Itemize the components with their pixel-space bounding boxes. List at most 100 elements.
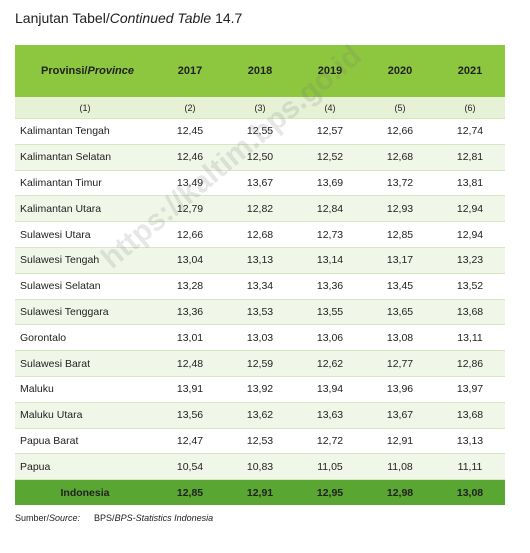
province-cell: Sulawesi Tenggara: [15, 299, 155, 326]
header-text: Provinsi/: [41, 65, 88, 77]
value-cell: 12,45: [155, 118, 225, 145]
value-cell: 10,83: [225, 453, 295, 481]
table-row: Sulawesi Barat 12,48 12,59 12,62 12,77 12,86: [15, 350, 505, 377]
value-cell: 13,06: [295, 324, 365, 352]
value-cell: 13,01: [155, 324, 225, 352]
source-text: BPS/: [94, 513, 115, 523]
province-cell: Sulawesi Utara: [15, 221, 155, 248]
header-cell: 2020: [365, 45, 435, 97]
value-cell: 12,94: [435, 221, 505, 248]
value-cell: 12,47: [155, 428, 225, 455]
province-cell: Papua Barat: [15, 428, 155, 455]
province-cell: Maluku: [15, 376, 155, 403]
header-cell: 2017: [155, 45, 225, 97]
province-cell: Papua: [15, 453, 155, 481]
data-table: Provinsi/Province 2017 2018 2019 2020 2021 (1)…: [15, 45, 505, 506]
numbering-cell: (2): [155, 97, 225, 119]
value-cell: 10,54: [155, 453, 225, 481]
province-cell: Sulawesi Selatan: [15, 273, 155, 300]
total-row: Indonesia 12,85 12,91 12,95 12,98 13,08: [15, 479, 505, 506]
value-cell: 12,77: [365, 350, 435, 377]
total-value: 12,98: [365, 479, 435, 506]
province-cell: Kalimantan Utara: [15, 195, 155, 223]
value-cell: 12,79: [155, 195, 225, 223]
value-cell: 13,68: [435, 402, 505, 429]
value-cell: 12,74: [435, 118, 505, 145]
numbering-cell: (6): [435, 97, 505, 119]
numbering-cell: (3): [225, 97, 295, 119]
value-cell: 13,03: [225, 324, 295, 352]
table-row: Kalimantan Utara 12,79 12,82 12,84 12,93 12,9…: [15, 195, 505, 223]
numbering-cell: (1): [15, 97, 155, 119]
province-cell: Sulawesi Tengah: [15, 247, 155, 274]
table-row: Sulawesi Tengah 13,04 13,13 13,14 13,17 13,23: [15, 247, 505, 274]
table-row: Kalimantan Timur 13,49 13,67 13,69 13,72 13,8…: [15, 170, 505, 197]
value-cell: 13,45: [365, 273, 435, 300]
value-cell: 12,50: [225, 144, 295, 171]
numbering-row: (1) (2) (3) (4) (5) (6): [15, 97, 505, 119]
province-cell: Sulawesi Barat: [15, 350, 155, 377]
value-cell: 12,72: [295, 428, 365, 455]
value-cell: 13,72: [365, 170, 435, 197]
table-row: Sulawesi Tenggara 13,36 13,53 13,55 13,65 13,…: [15, 299, 505, 326]
value-cell: 13,49: [155, 170, 225, 197]
source-text-italic: BPS-Statistics Indonesia: [114, 513, 214, 523]
header-row: Provinsi/Province 2017 2018 2019 2020 2021: [15, 45, 505, 97]
value-cell: 12,68: [225, 221, 295, 248]
header-cell: Provinsi/Province: [15, 45, 155, 97]
value-cell: 12,91: [365, 428, 435, 455]
value-cell: 12,48: [155, 350, 225, 377]
value-cell: 13,28: [155, 273, 225, 300]
value-cell: 13,36: [295, 273, 365, 300]
value-cell: 13,67: [365, 402, 435, 429]
table-row: Sulawesi Selatan 13,28 13,34 13,36 13,45 13,5…: [15, 273, 505, 300]
table-row: Sulawesi Utara 12,66 12,68 12,73 12,85 12,94: [15, 221, 505, 248]
value-cell: 13,91: [155, 376, 225, 403]
value-cell: 13,52: [435, 273, 505, 300]
table-row: Gorontalo 13,01 13,03 13,06 13,08 13,11: [15, 324, 505, 352]
value-cell: 13,13: [435, 428, 505, 455]
table-row: Kalimantan Selatan 12,46 12,50 12,52 12,68 12…: [15, 144, 505, 171]
value-cell: 12,66: [155, 221, 225, 248]
province-cell: Kalimantan Timur: [15, 170, 155, 197]
value-cell: 11,11: [435, 453, 505, 481]
value-cell: 13,53: [225, 299, 295, 326]
value-cell: 12,81: [435, 144, 505, 171]
value-cell: 12,57: [295, 118, 365, 145]
table-row: Papua Barat 12,47 12,53 12,72 12,91 13,13: [15, 428, 505, 455]
table-row: Kalimantan Tengah 12,45 12,55 12,57 12,66 12,…: [15, 118, 505, 145]
total-value: 13,08: [435, 479, 505, 506]
total-label: Indonesia: [15, 479, 155, 506]
source: Sumber/Source: BPS/BPS-Statistics Indones…: [15, 513, 213, 523]
value-cell: 13,62: [225, 402, 295, 429]
value-cell: 13,34: [225, 273, 295, 300]
value-cell: 13,14: [295, 247, 365, 274]
value-cell: 13,65: [365, 299, 435, 326]
value-cell: 13,94: [295, 376, 365, 403]
province-cell: Maluku Utara: [15, 402, 155, 429]
value-cell: 13,96: [365, 376, 435, 403]
total-value: 12,95: [295, 479, 365, 506]
title-italic: Continued Table: [109, 10, 212, 26]
value-cell: 13,81: [435, 170, 505, 197]
value-cell: 13,36: [155, 299, 225, 326]
value-cell: 13,68: [435, 299, 505, 326]
total-value: 12,85: [155, 479, 225, 506]
table-row: Papua 10,54 10,83 11,05 11,08 11,11: [15, 453, 505, 481]
value-cell: 13,63: [295, 402, 365, 429]
value-cell: 13,17: [365, 247, 435, 274]
value-cell: 12,59: [225, 350, 295, 377]
table-number: 14.7: [215, 10, 243, 26]
value-cell: 11,05: [295, 453, 365, 481]
value-cell: 12,46: [155, 144, 225, 171]
value-cell: 12,93: [365, 195, 435, 223]
header-cell: 2019: [295, 45, 365, 97]
source-label-italic: Source:: [49, 513, 81, 523]
value-cell: 12,82: [225, 195, 295, 223]
value-cell: 12,94: [435, 195, 505, 223]
province-cell: Kalimantan Selatan: [15, 144, 155, 171]
header-cell: 2018: [225, 45, 295, 97]
title-text: Lanjutan Tabel/: [15, 10, 110, 26]
value-cell: 13,55: [295, 299, 365, 326]
source-label: Sumber/: [15, 513, 50, 523]
